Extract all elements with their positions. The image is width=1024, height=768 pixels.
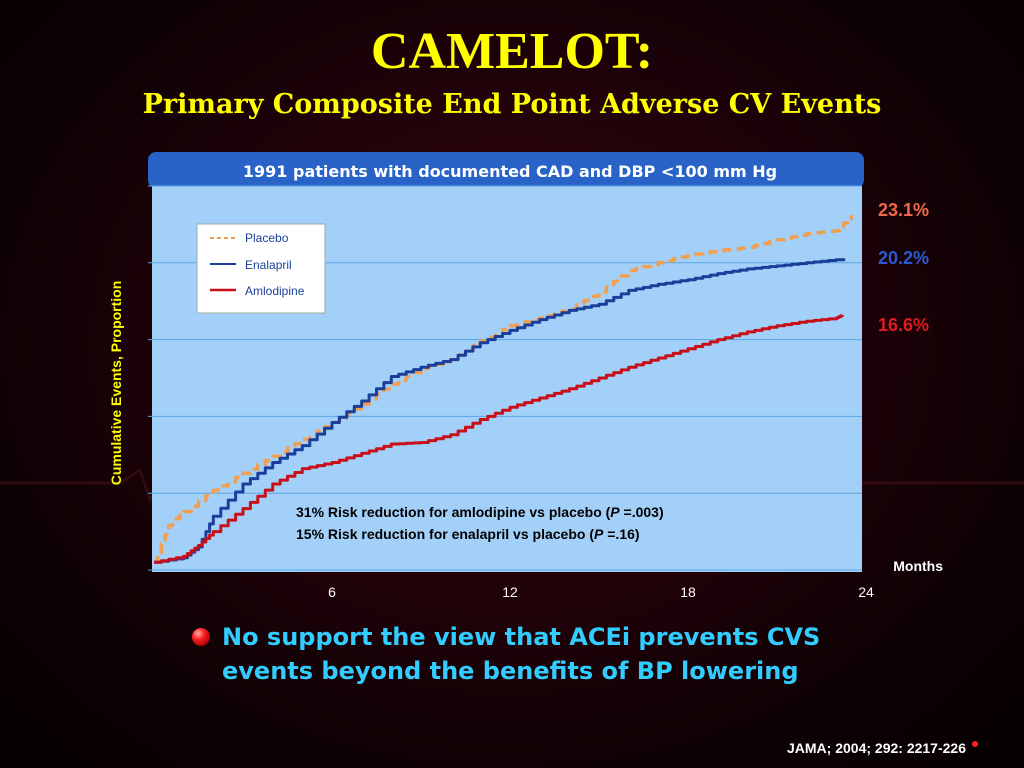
x-tick-label: 18	[680, 584, 696, 600]
series-line-placebo	[154, 215, 853, 565]
series-line-amlodipine	[154, 314, 844, 564]
chart-header-bar	[148, 152, 864, 188]
end-label-placebo: 23.1%	[878, 200, 929, 220]
citation: JAMA; 2004; 292: 2217-226	[787, 740, 966, 756]
x-axis-ticks: 6 12 18 24	[328, 584, 874, 600]
citation-dot-icon	[972, 741, 978, 747]
x-axis-label: Months	[893, 558, 943, 574]
legend-label-placebo: Placebo	[245, 231, 289, 245]
series-lines	[154, 215, 853, 565]
slide-title: CAMELOT:	[370, 23, 654, 80]
bullet-icon	[192, 628, 210, 646]
slide-subtitle: Primary Composite End Point Adverse CV E…	[142, 89, 882, 120]
legend: Placebo Enalapril Amlodipine	[196, 223, 326, 314]
bullet-text: No support the view that ACEi prevents C…	[222, 623, 821, 685]
end-label-enalapril: 20.2%	[878, 248, 929, 268]
annotation-enalapril: 15% Risk reduction for enalapril vs plac…	[296, 526, 640, 542]
legend-label-amlodipine: Amlodipine	[245, 284, 305, 298]
y-axis-label: Cumulative Events, Proportion	[108, 281, 124, 486]
annotation-amlodipine: 31% Risk reduction for amlodipine vs pla…	[296, 504, 664, 520]
x-tick-label: 24	[858, 584, 874, 600]
x-tick-label: 6	[328, 584, 336, 600]
series-line-enalapril	[154, 258, 846, 564]
x-tick-label: 12	[502, 584, 518, 600]
legend-label-enalapril: Enalapril	[245, 258, 292, 272]
chart-title: 1991 patients with documented CAD and DB…	[243, 162, 777, 181]
end-label-amlodipine: 16.6%	[878, 315, 929, 335]
